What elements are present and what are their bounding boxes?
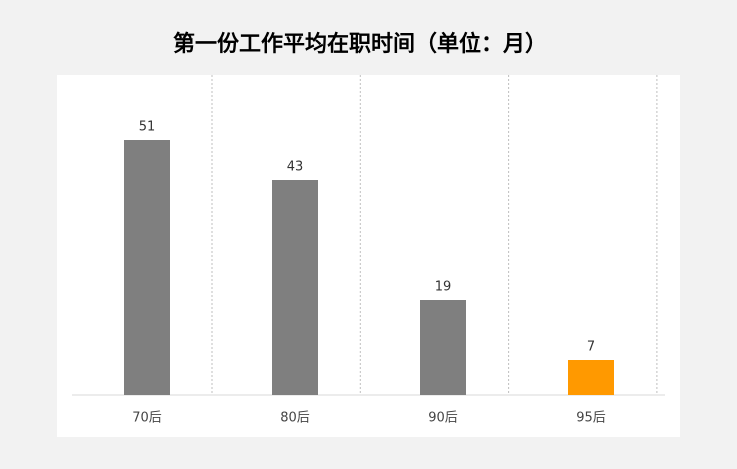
x-tick-label: 95后 bbox=[576, 411, 606, 426]
x-tick-label: 70后 bbox=[132, 411, 162, 426]
value-label: 43 bbox=[287, 160, 304, 175]
x-tick-label: 80后 bbox=[280, 411, 310, 426]
bar bbox=[568, 360, 614, 395]
value-label: 19 bbox=[435, 280, 452, 295]
value-label: 7 bbox=[587, 340, 595, 355]
bar bbox=[124, 140, 170, 395]
x-tick-label: 90后 bbox=[428, 411, 458, 426]
bar bbox=[272, 180, 318, 395]
chart-title: 第一份工作平均在职时间（单位：月） bbox=[173, 31, 547, 57]
value-label: 51 bbox=[139, 120, 156, 135]
bar bbox=[420, 300, 466, 395]
